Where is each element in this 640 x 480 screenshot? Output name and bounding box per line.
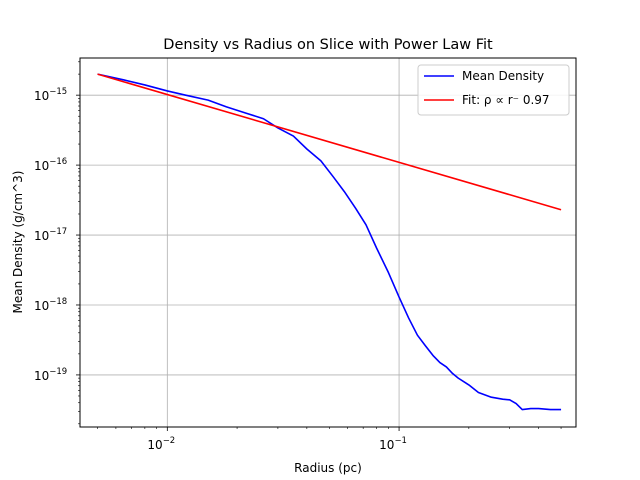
plot-frame <box>79 57 577 428</box>
chart-title: Density vs Radius on Slice with Power La… <box>163 37 493 53</box>
x-tick-exponent-0: −2 <box>163 436 176 446</box>
legend-label-fit: Fit: ρ ∝ r⁻ 0.97 <box>462 93 550 107</box>
x-tick-exponent-1: −1 <box>394 436 407 446</box>
y-tick-label-2: 10−17 <box>34 227 67 243</box>
legend: Mean Density Fit: ρ ∝ r⁻ 0.97 <box>417 64 570 116</box>
y-tick-exponent-4: −15 <box>49 87 67 97</box>
axis-ticks <box>76 61 562 431</box>
series-line-mean-density <box>97 73 562 411</box>
grid-lines <box>80 58 576 427</box>
x-tick-label-0: 10−2 <box>147 436 175 452</box>
x-axis-label: Radius (pc) <box>294 461 362 475</box>
y-tick-label-4: 10−15 <box>34 87 67 103</box>
series-line-power-law-fit <box>97 73 562 211</box>
y-tick-exponent-0: −19 <box>49 367 67 377</box>
y-tick-label-1: 10−18 <box>34 297 67 313</box>
legend-label-mean-density: Mean Density <box>462 69 544 83</box>
series-layer <box>97 73 562 411</box>
y-tick-label-3: 10−16 <box>34 157 67 173</box>
y-axis-label: Mean Density (g/cm^3) <box>11 171 25 314</box>
y-tick-exponent-1: −18 <box>49 297 67 307</box>
y-tick-label-0: 10−19 <box>34 367 67 383</box>
y-tick-exponent-2: −17 <box>49 227 67 237</box>
y-tick-exponent-3: −16 <box>49 157 67 167</box>
tick-labels: 10−2 10−1 10−19 10−18 10−17 10−16 10−15 <box>34 87 407 452</box>
x-tick-label-1: 10−1 <box>379 436 407 452</box>
legend-box <box>417 64 570 116</box>
